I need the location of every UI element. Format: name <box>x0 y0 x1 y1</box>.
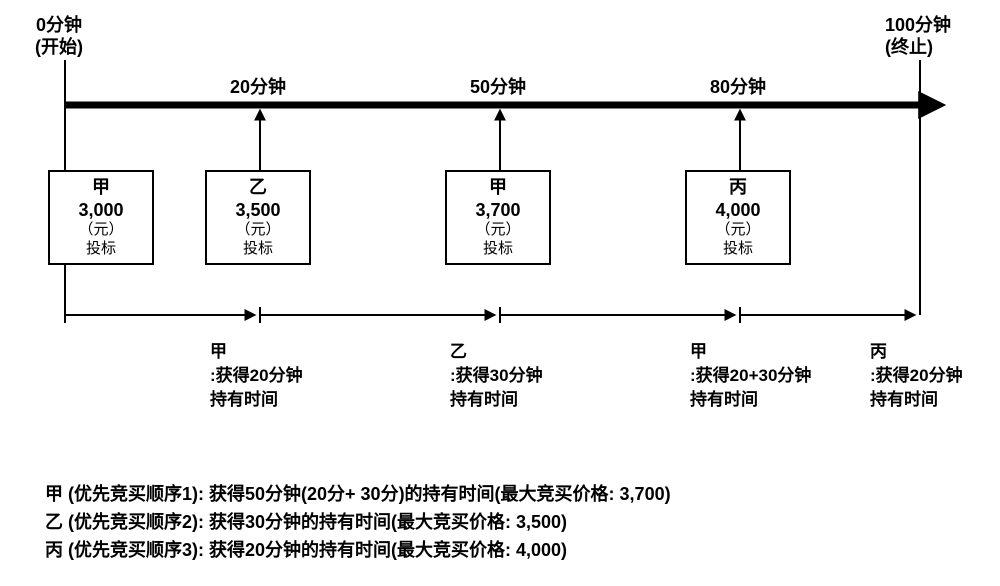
bid-2-action: 投标 <box>213 240 303 259</box>
bid-2-bidder: 乙 <box>213 176 303 199</box>
bid-2-amount: 3,500 <box>213 199 303 222</box>
bid-4-unit: （元） <box>693 221 783 240</box>
result-3: 甲 :获得20+30分钟 持有时间 <box>690 340 811 411</box>
result-2: 乙 :获得30分钟 持有时间 <box>450 340 543 411</box>
bid-4-amount: 4,000 <box>693 199 783 222</box>
label-start-line1: 0分钟 <box>35 15 83 37</box>
summary-line-3: 丙 (优先竞买顺序3): 获得20分钟的持有时间(最大竞买价格: 4,000) <box>45 536 567 562</box>
bid-1-bidder: 甲 <box>56 176 146 199</box>
bid-4-bidder: 丙 <box>693 176 783 199</box>
bid-1-unit: （元） <box>56 221 146 240</box>
auction-timeline-diagram: 0分钟 (开始) 100分钟 (终止) 20分钟 50分钟 80分钟 甲 3,0… <box>0 0 1000 586</box>
bid-4-action: 投标 <box>693 240 783 259</box>
tick-label-20: 20分钟 <box>230 73 286 99</box>
label-end: 100分钟 (终止) <box>885 15 951 58</box>
label-end-line2: (终止) <box>885 37 951 59</box>
result-3-line2: 持有时间 <box>690 388 811 412</box>
label-start-line2: (开始) <box>35 37 83 59</box>
tick-label-80: 80分钟 <box>710 73 766 99</box>
tick-label-50: 50分钟 <box>470 73 526 99</box>
result-4-line: :获得20分钟 <box>870 364 963 388</box>
result-1-line2: 持有时间 <box>210 388 303 412</box>
label-end-line1: 100分钟 <box>885 15 951 37</box>
bid-2-unit: （元） <box>213 221 303 240</box>
bid-box-1: 甲 3,000 （元） 投标 <box>48 170 154 265</box>
summary-line-2: 乙 (优先竞买顺序2): 获得30分钟的持有时间(最大竞买价格: 3,500) <box>45 508 567 534</box>
result-4: 丙 :获得20分钟 持有时间 <box>870 340 963 411</box>
result-3-line: :获得20+30分钟 <box>690 364 811 388</box>
bid-3-unit: （元） <box>453 221 543 240</box>
bid-box-4: 丙 4,000 （元） 投标 <box>685 170 791 265</box>
result-3-bidder: 甲 <box>690 340 811 364</box>
result-4-line2: 持有时间 <box>870 388 963 412</box>
bid-3-action: 投标 <box>453 240 543 259</box>
bid-3-bidder: 甲 <box>453 176 543 199</box>
bid-box-2: 乙 3,500 （元） 投标 <box>205 170 311 265</box>
summary-line-1: 甲 (优先竞买顺序1): 获得50分钟(20分+ 30分)的持有时间(最大竞买价… <box>45 480 671 506</box>
bid-3-amount: 3,700 <box>453 199 543 222</box>
bid-1-amount: 3,000 <box>56 199 146 222</box>
result-1-line: :获得20分钟 <box>210 364 303 388</box>
result-2-line: :获得30分钟 <box>450 364 543 388</box>
bid-1-action: 投标 <box>56 240 146 259</box>
result-1: 甲 :获得20分钟 持有时间 <box>210 340 303 411</box>
result-1-bidder: 甲 <box>210 340 303 364</box>
label-start: 0分钟 (开始) <box>35 15 83 58</box>
result-2-line2: 持有时间 <box>450 388 543 412</box>
result-4-bidder: 丙 <box>870 340 963 364</box>
result-2-bidder: 乙 <box>450 340 543 364</box>
bid-box-3: 甲 3,700 （元） 投标 <box>445 170 551 265</box>
